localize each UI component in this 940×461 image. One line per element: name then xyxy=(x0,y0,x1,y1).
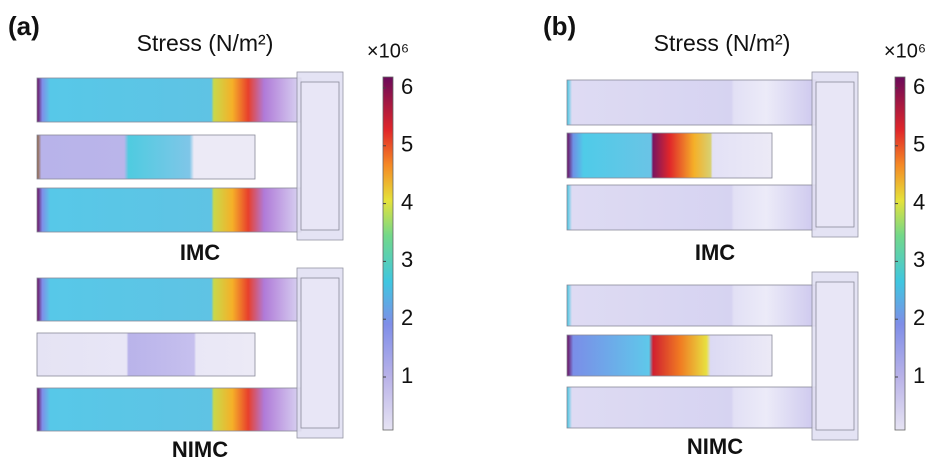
colorbar-tick-label: 2 xyxy=(913,305,925,330)
panel-title: Stress (N/m²) xyxy=(137,30,274,56)
panel-label: (b) xyxy=(543,11,576,41)
device-label: NIMC xyxy=(172,437,228,461)
beam xyxy=(567,185,816,230)
colorbar-tick-label: 4 xyxy=(401,189,413,214)
beam xyxy=(567,387,816,428)
panel-label: (a) xyxy=(8,11,40,41)
colorbar-tick-label: 6 xyxy=(913,74,925,99)
beam xyxy=(37,278,301,321)
colorbar-multiplier: ×10⁶ xyxy=(884,40,926,62)
colorbar-tick-label: 1 xyxy=(401,363,413,388)
colorbar-tick-label: 5 xyxy=(401,132,413,157)
beam xyxy=(567,335,772,376)
beam xyxy=(37,188,301,232)
device-label: IMC xyxy=(180,240,220,265)
device-label: IMC xyxy=(695,240,735,265)
device-label: NIMC xyxy=(687,434,743,459)
colorbar-tick-label: 2 xyxy=(401,305,413,330)
panel-title: Stress (N/m²) xyxy=(654,30,791,56)
anchor-inner xyxy=(301,278,339,428)
anchor-inner xyxy=(816,282,854,430)
colorbar-multiplier: ×10⁶ xyxy=(367,40,409,62)
beam xyxy=(567,133,772,178)
beam xyxy=(37,135,255,179)
beam xyxy=(567,285,816,326)
anchor-inner xyxy=(301,82,339,230)
beam xyxy=(37,388,301,431)
colorbar-tick-label: 6 xyxy=(401,74,413,99)
anchor-inner xyxy=(816,82,854,227)
beam xyxy=(37,78,301,122)
colorbar-tick-label: 1 xyxy=(913,363,925,388)
colorbar-tick-label: 3 xyxy=(401,247,413,272)
beam xyxy=(567,80,816,125)
colorbar-tick-label: 5 xyxy=(913,132,925,157)
colorbar-tick-label: 4 xyxy=(913,189,925,214)
beam xyxy=(37,333,255,376)
colorbar-tick-label: 3 xyxy=(913,247,925,272)
figure: (a) Stress (N/m²) ×10⁶ IMC NIMC (b) Stre… xyxy=(0,0,940,461)
